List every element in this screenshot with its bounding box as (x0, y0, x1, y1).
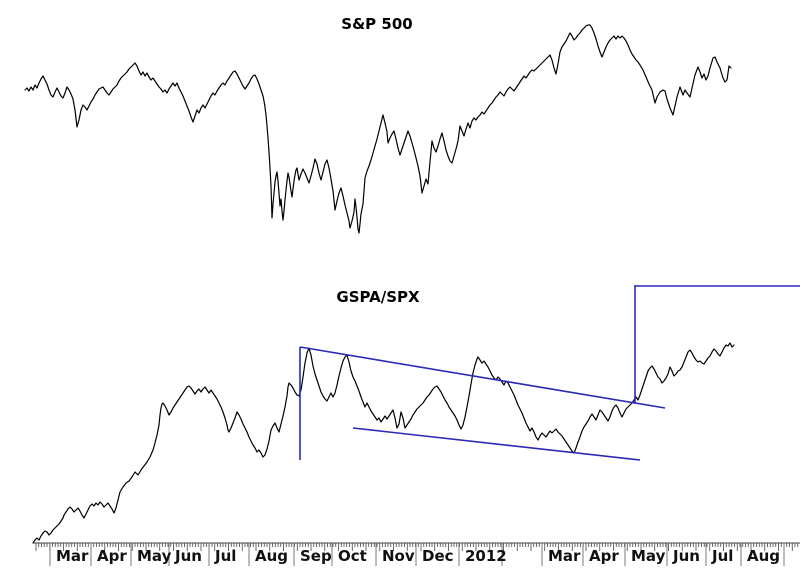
x-axis-label: Nov (382, 547, 415, 565)
x-axis-label: Mar (548, 547, 581, 565)
x-axis-label: Aug (747, 547, 780, 565)
x-axis-label: Jul (214, 547, 236, 565)
x-axis: Mar Apr May Jun Jul Aug Sep Oct Nov Dec 2012 Mar Apr… (33, 542, 800, 566)
x-axis-label: Jun (672, 547, 700, 565)
x-axis-label: Apr (589, 547, 619, 565)
x-axis-label: May (137, 547, 172, 565)
ratio-price-line (32, 342, 735, 544)
ratio-panel-title: GSPA/SPX (336, 288, 420, 306)
x-axis-label: Apr (97, 547, 127, 565)
x-axis-label: Aug (255, 547, 288, 565)
wedge-upper-line (299, 346, 666, 409)
x-axis-label: Oct (338, 547, 367, 565)
x-axis-label: Jun (174, 547, 202, 565)
x-axis-label: Sep (300, 547, 332, 565)
sp500-price-line (24, 24, 732, 234)
x-axis-label: Jul (711, 547, 733, 565)
x-axis-label: Dec (422, 547, 454, 565)
sp500-panel-title: S&P 500 (341, 15, 412, 33)
x-axis-label: 2012 (465, 547, 507, 565)
falling-wedge-annotations (299, 285, 800, 461)
x-axis-label: May (631, 547, 666, 565)
wedge-lower-line (352, 427, 641, 461)
x-axis-label: Mar (56, 547, 89, 565)
